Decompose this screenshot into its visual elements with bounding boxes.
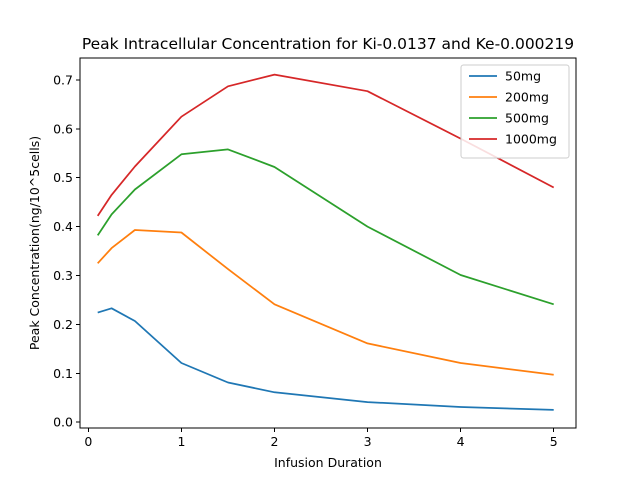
y-axis-ticks: 0.0 0.1 0.2 0.3 0.4 0.5 0.6 0.7 (53, 72, 80, 430)
legend: 50mg 200mg 500mg 1000mg (460, 64, 570, 159)
x-tick-label: 3 (364, 434, 372, 449)
series-line-1000mg (96, 73, 555, 217)
y-axis-label: Peak Concentration(ng/10^5cells) (27, 136, 42, 350)
series-line-500mg (96, 148, 554, 306)
x-axis-ticks: 0 1 2 3 4 5 (84, 428, 558, 449)
y-tick-label: 0.5 (53, 170, 73, 185)
plot-area (79, 57, 577, 429)
x-axis-label: Infusion Duration (274, 455, 382, 470)
y-tick-label: 0.7 (53, 72, 73, 87)
series-lines (96, 73, 555, 411)
axes-frame (79, 57, 577, 429)
x-tick-label: 1 (177, 434, 185, 449)
series-line-50mg (97, 307, 554, 411)
y-tick-label: 0.3 (53, 268, 73, 283)
x-tick-label: 5 (550, 434, 558, 449)
series-line-200mg (97, 229, 554, 376)
y-tick-label: 0.1 (53, 366, 73, 381)
y-tick-label: 0.4 (53, 219, 73, 234)
legend-box (460, 64, 570, 159)
y-tick-label: 0.6 (53, 121, 73, 136)
y-tick-label: 0.2 (53, 317, 73, 332)
legend-label-1000mg: 1000mg (505, 132, 557, 147)
x-tick-label: 0 (84, 434, 92, 449)
legend-label-50mg: 50mg (505, 69, 541, 84)
legend-label-200mg: 200mg (505, 90, 549, 105)
y-tick-label: 0.0 (53, 415, 73, 430)
x-tick-label: 4 (457, 434, 465, 449)
chart-title: Peak Intracellular Concentration for Ki-… (82, 35, 574, 53)
legend-label-500mg: 500mg (505, 111, 549, 126)
x-tick-label: 2 (271, 434, 279, 449)
